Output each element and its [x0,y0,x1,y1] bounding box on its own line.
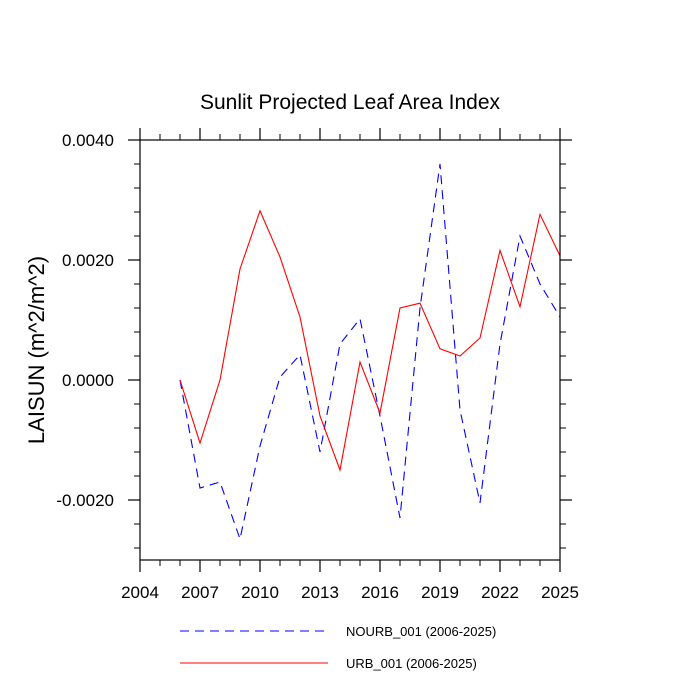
y-tick-label: 0.0020 [62,251,114,270]
x-tick-label: 2019 [421,583,459,602]
series-line-nourb [179,163,561,542]
series-layer [179,163,561,542]
x-tick-label: 2007 [181,583,219,602]
tick-labels: 2004 2007 2010 2013 2016 2019 2022 2025 -0.0020 0… [56,131,579,602]
legend-label: URB_001 (2006-2025) [346,656,477,671]
y-tick-label: 0.0000 [62,371,114,390]
y-axis-label: LAISUN (m^2/m^2) [24,256,49,444]
tick-marks [128,128,572,572]
y-tick-label: -0.0020 [56,491,114,510]
plot-frame [139,139,561,561]
x-tick-label: 2016 [361,583,399,602]
x-tick-label: 2025 [541,583,579,602]
x-tick-label: 2010 [241,583,279,602]
legend: NOURB_001 (2006-2025) URB_001 (2006-2025) [180,624,496,671]
chart-title: Sunlit Projected Leaf Area Index [200,91,501,114]
y-tick-label: 0.0040 [62,131,114,150]
x-tick-label: 2004 [121,583,159,602]
x-tick-label: 2022 [481,583,519,602]
series-line-urb [179,209,561,473]
legend-label: NOURB_001 (2006-2025) [346,624,496,639]
x-tick-label: 2013 [301,583,339,602]
